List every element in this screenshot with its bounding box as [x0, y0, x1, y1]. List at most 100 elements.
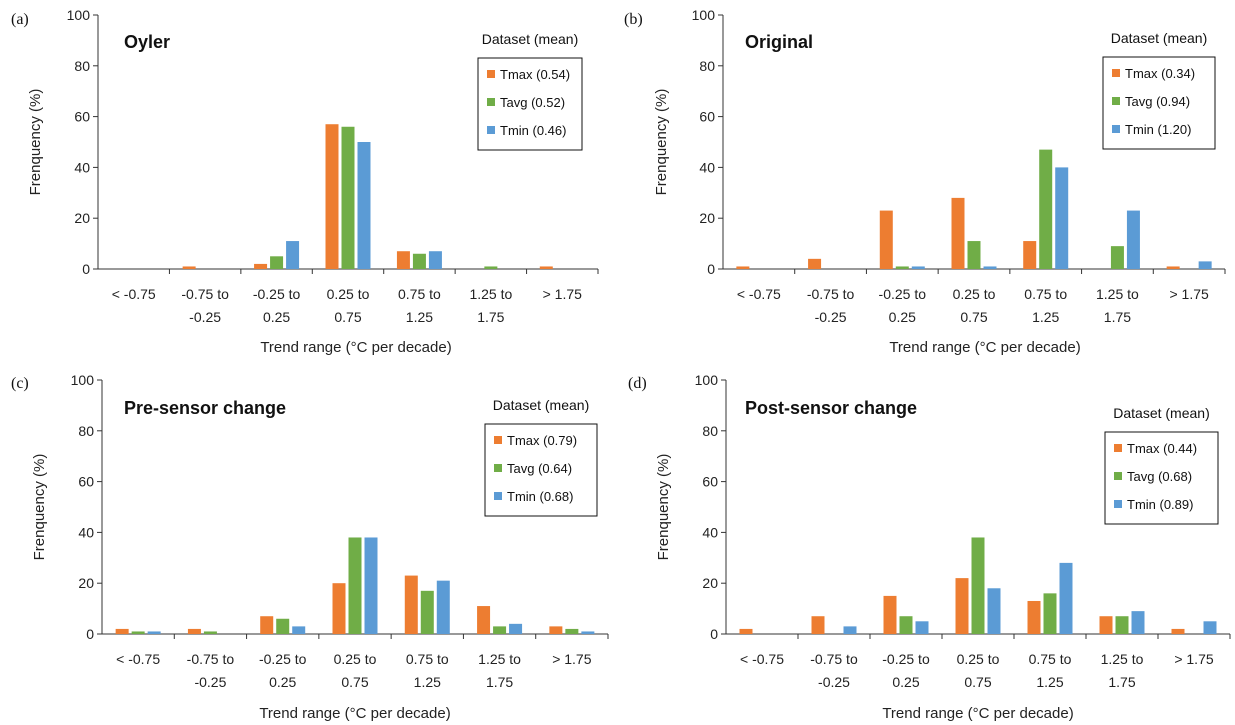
y-tick-label: 20 [702, 575, 718, 591]
bar-tmax-6 [549, 626, 563, 634]
legend-swatch-tmax [1112, 69, 1120, 77]
x-tick-label: -0.25 to 0.25 [882, 651, 930, 690]
bar-tmin-6 [1198, 261, 1212, 269]
y-tick-label: 0 [707, 261, 715, 277]
bar-tavg-4 [412, 253, 426, 269]
bar-tmin-2 [292, 626, 306, 634]
y-tick-label: 60 [699, 109, 715, 125]
x-tick-label: > 1.75 [543, 286, 583, 302]
bar-tavg-3 [971, 537, 985, 634]
legend-title: Dataset (mean) [493, 397, 589, 413]
y-axis-title: Frenquency (%) [655, 454, 672, 561]
panel-title: Pre-sensor change [124, 398, 286, 418]
bar-tmin-3 [364, 537, 378, 634]
bar-tavg-4 [1039, 149, 1053, 269]
bar-tmax-1 [808, 258, 822, 269]
x-tick-label: < -0.75 [112, 286, 156, 302]
y-tick-label: 0 [82, 261, 90, 277]
y-tick-label: 80 [74, 58, 90, 74]
x-tick-label: -0.75 to -0.25 [187, 651, 235, 690]
x-tick-label: 1.25 to 1.75 [469, 286, 512, 325]
bar-tmax-4 [404, 575, 418, 634]
legend-entry-tmax: Tmax (0.54) [500, 67, 570, 82]
bar-tmax-3 [325, 124, 339, 269]
x-tick-label: > 1.75 [1174, 651, 1214, 667]
panel-c: 0 20 40 60 80 100 < -0.75 -0.75 to -0.25 -0.25 to… [11, 372, 609, 722]
y-tick-label: 20 [74, 210, 90, 226]
y-tick-label: 40 [78, 524, 94, 540]
y-tick-label: 20 [699, 210, 715, 226]
bar-tavg-2 [899, 616, 913, 634]
y-tick-label: 100 [692, 7, 716, 23]
y-tick-label: 20 [78, 575, 94, 591]
panel-label: (b) [624, 11, 643, 28]
bar-tmin-3 [357, 142, 371, 269]
y-axis-title: Frenquency (%) [27, 89, 44, 196]
legend-swatch-tavg [1112, 97, 1120, 105]
y-tick-label: 40 [702, 524, 718, 540]
bar-tmax-0 [739, 628, 753, 634]
bar-tavg-3 [348, 537, 362, 634]
bar-tavg-2 [270, 256, 284, 269]
x-axis-title: Trend range (°C per decade) [889, 339, 1080, 356]
y-tick-label: 100 [71, 372, 95, 388]
bar-tavg-0 [131, 631, 145, 634]
x-tick-label: -0.75 to -0.25 [810, 651, 858, 690]
x-tick-label: 0.75 to 1.25 [398, 286, 441, 325]
legend: Dataset (mean) Tmax (0.44) Tavg (0.68) Tmin… [1104, 405, 1219, 525]
legend-entry-tmax: Tmax (0.34) [1125, 66, 1195, 81]
bar-tavg-5 [493, 626, 507, 634]
legend-swatch-tmin [1112, 125, 1120, 133]
bar-tavg-5 [484, 266, 498, 269]
x-axis-title: Trend range (°C per decade) [260, 339, 451, 356]
bar-tavg-2 [276, 618, 290, 634]
bar-tmax-3 [951, 197, 965, 269]
legend-entry-tmax: Tmax (0.44) [1127, 441, 1197, 456]
panel-label: (c) [11, 375, 29, 392]
bar-tmin-6 [1203, 621, 1217, 634]
bar-tmin-4 [1055, 167, 1069, 269]
bar-tmax-6 [1171, 628, 1185, 634]
bar-tmax-1 [811, 616, 825, 634]
x-tick-label: < -0.75 [116, 651, 160, 667]
x-tick-label: 0.75 to 1.25 [1024, 286, 1067, 325]
bar-tmin-2 [915, 621, 929, 634]
x-tick-label: -0.25 to 0.25 [253, 286, 301, 325]
x-tick-label: -0.75 to -0.25 [807, 286, 855, 325]
legend-swatch-tmax [1114, 444, 1122, 452]
panel-title: Post-sensor change [745, 398, 917, 418]
x-tick-label: 1.25 to 1.75 [1096, 286, 1139, 325]
bar-tmin-4 [428, 251, 442, 269]
legend-box [477, 57, 583, 151]
bar-tmax-0 [736, 266, 750, 269]
y-tick-label: 60 [74, 109, 90, 125]
y-tick-label: 60 [78, 474, 94, 490]
panel-d: 0 20 40 60 80 100 < -0.75 -0.75 to -0.25 -0.25 to… [628, 372, 1231, 722]
legend-entry-tavg: Tavg (0.94) [1125, 94, 1190, 109]
legend-title: Dataset (mean) [1113, 405, 1209, 421]
bar-tavg-5 [1115, 616, 1129, 634]
bar-tmin-5 [1126, 210, 1140, 269]
legend-title: Dataset (mean) [482, 31, 578, 47]
y-tick-label: 0 [710, 626, 718, 642]
legend-entry-tmin: Tmin (1.20) [1125, 122, 1191, 137]
bar-tmax-5 [1099, 616, 1113, 634]
bar-tmin-6 [581, 631, 595, 634]
x-tick-label: -0.75 to -0.25 [181, 286, 229, 325]
legend: Dataset (mean) Tmax (0.79) Tavg (0.64) Tmin… [484, 397, 598, 517]
y-axis-title: Frenquency (%) [653, 89, 670, 196]
bar-tmax-3 [332, 583, 346, 634]
bar-tmax-5 [477, 606, 491, 634]
bar-tmax-1 [182, 266, 196, 269]
panel-a: 0 20 40 60 80 100 < -0.75 -0.75 to -0.25 -0.25 to… [11, 7, 599, 356]
bar-tmax-6 [539, 266, 553, 269]
legend: Dataset (mean) Tmax (0.54) Tavg (0.52) Tmin… [477, 31, 583, 151]
panel-title: Oyler [124, 32, 170, 52]
y-tick-label: 0 [86, 626, 94, 642]
bar-tmin-0 [147, 631, 161, 634]
y-tick-label: 80 [702, 423, 718, 439]
bar-tmax-2 [879, 210, 893, 269]
x-tick-label: < -0.75 [737, 286, 781, 302]
x-tick-label: 0.25 to 0.75 [957, 651, 1000, 690]
x-tick-label: > 1.75 [552, 651, 592, 667]
